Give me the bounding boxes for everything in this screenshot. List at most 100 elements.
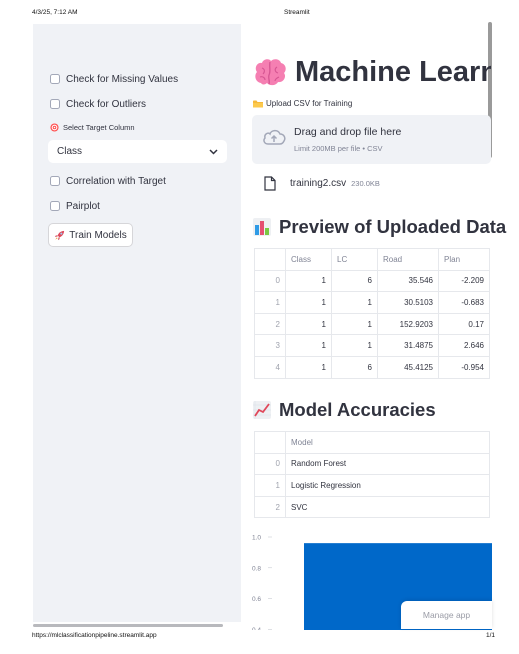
table-cell: 1 xyxy=(285,334,332,357)
table-header-row: Class LC Road Plan xyxy=(254,248,490,271)
select-target-label: Select Target Column xyxy=(50,123,135,132)
table-cell: 1 xyxy=(285,356,332,379)
checkbox-box[interactable] xyxy=(50,176,60,186)
select-target-text: Select Target Column xyxy=(63,123,135,132)
y-tick-label: 1.0 xyxy=(252,535,261,542)
table-row: 4 1 6 45.4125 -0.954 xyxy=(254,356,490,379)
file-dropzone[interactable]: Drag and drop file here Limit 200MB per … xyxy=(252,115,491,164)
table-cell: 1 xyxy=(331,334,378,357)
correlation-label: Correlation with Target xyxy=(66,175,166,187)
brain-icon xyxy=(255,59,286,86)
table-header-row: Model xyxy=(254,431,490,454)
table-cell: 6 xyxy=(331,356,378,379)
table-cell: -0.683 xyxy=(438,291,490,314)
print-date: 4/3/25, 7:12 AM xyxy=(32,9,78,16)
checkbox-box[interactable] xyxy=(50,99,60,109)
accuracies-heading: Model Accuracies xyxy=(253,397,436,423)
column-header[interactable]: Road xyxy=(377,248,439,271)
model-name-cell: Random Forest xyxy=(285,453,490,476)
file-icon xyxy=(264,176,276,191)
train-models-button[interactable]: Train Models xyxy=(48,223,133,247)
table-cell: 1 xyxy=(285,291,332,314)
cloud-upload-icon xyxy=(263,129,286,145)
file-name: training2.csv xyxy=(290,178,347,189)
upload-label: Upload CSV for Training xyxy=(253,99,352,108)
check-outliers-checkbox[interactable]: Check for Outliers xyxy=(50,97,146,111)
table-cell: 0.17 xyxy=(438,313,490,336)
table-cell: 45.4125 xyxy=(377,356,439,379)
table-row: 2 1 1 152.9203 0.17 xyxy=(254,313,490,336)
column-header[interactable]: Class xyxy=(285,248,332,271)
manage-app-label: Manage app xyxy=(422,610,471,620)
rocket-icon xyxy=(55,230,65,240)
column-header[interactable]: Model xyxy=(285,431,490,454)
model-name-cell: SVC xyxy=(285,496,490,519)
checkbox-box[interactable] xyxy=(50,74,60,84)
accuracy-table[interactable]: Model 0 Random Forest 1 Logistic Regress… xyxy=(254,431,490,519)
row-index: 4 xyxy=(254,356,286,379)
target-column-select[interactable]: Class xyxy=(48,140,227,163)
model-name-cell: Logistic Regression xyxy=(285,474,490,497)
uploaded-file: training2.csv 230.0KB xyxy=(264,175,380,192)
table-cell: -0.954 xyxy=(438,356,490,379)
column-header[interactable]: Plan xyxy=(438,248,490,271)
table-row: 1 Logistic Regression xyxy=(254,474,490,497)
file-size: 230.0KB xyxy=(351,179,380,188)
preview-heading: Preview of Uploaded Data xyxy=(253,214,506,240)
pairplot-label: Pairplot xyxy=(66,200,100,212)
table-cell: 31.4875 xyxy=(377,334,439,357)
trend-chart-icon xyxy=(253,401,271,419)
chevron-down-icon[interactable] xyxy=(209,148,218,155)
check-missing-checkbox[interactable]: Check for Missing Values xyxy=(50,72,178,86)
target-column-value: Class xyxy=(57,146,83,157)
row-index: 1 xyxy=(254,291,286,314)
table-cell: 1 xyxy=(331,291,378,314)
check-outliers-label: Check for Outliers xyxy=(66,98,147,110)
row-index: 2 xyxy=(254,313,286,336)
table-row: 3 1 1 31.4875 2.646 xyxy=(254,334,490,357)
print-footer: https://mlclassificationpipeline.streaml… xyxy=(0,630,519,642)
table-cell: 6 xyxy=(331,270,378,293)
print-header: 4/3/25, 7:12 AM Streamlit xyxy=(0,8,519,20)
folder-icon xyxy=(253,100,263,107)
preview-heading-text: Preview of Uploaded Data xyxy=(279,216,507,237)
print-title: Streamlit xyxy=(284,9,310,16)
pairplot-checkbox[interactable]: Pairplot xyxy=(50,199,100,213)
table-cell: 2.646 xyxy=(438,334,490,357)
target-icon xyxy=(50,123,59,132)
row-index: 2 xyxy=(254,496,286,519)
table-row: 0 1 6 35.546 -2.209 xyxy=(254,270,490,293)
table-row: 2 SVC xyxy=(254,496,490,519)
column-header[interactable]: LC xyxy=(331,248,378,271)
table-row: 0 Random Forest xyxy=(254,453,490,476)
table-cell: 30.5103 xyxy=(377,291,439,314)
upload-label-text: Upload CSV for Training xyxy=(266,99,353,108)
checkbox-box[interactable] xyxy=(50,201,60,211)
bar-chart-icon xyxy=(253,218,271,236)
row-index: 1 xyxy=(254,474,286,497)
manage-app-button[interactable]: Manage app xyxy=(401,601,492,629)
table-cell: 35.546 xyxy=(377,270,439,293)
table-cell: 1 xyxy=(285,313,332,336)
row-index: 0 xyxy=(254,453,286,476)
table-cell: -2.209 xyxy=(438,270,490,293)
row-index: 3 xyxy=(254,334,286,357)
column-header[interactable] xyxy=(254,248,286,271)
table-cell: 152.9203 xyxy=(377,313,439,336)
sidebar-scrollbar[interactable] xyxy=(33,624,223,627)
accuracies-heading-text: Model Accuracies xyxy=(279,399,436,420)
print-page-number: 1/1 xyxy=(486,632,496,639)
correlation-checkbox[interactable]: Correlation with Target xyxy=(50,174,166,188)
train-models-label: Train Models xyxy=(69,229,127,241)
print-url: https://mlclassificationpipeline.streaml… xyxy=(32,632,157,639)
main-scrollbar[interactable] xyxy=(488,22,492,158)
row-index: 0 xyxy=(254,270,286,293)
table-cell: 1 xyxy=(331,313,378,336)
sidebar xyxy=(33,24,241,622)
column-header[interactable] xyxy=(254,431,286,454)
dropzone-title: Drag and drop file here xyxy=(294,126,402,138)
y-tick-label: 0.8 xyxy=(252,565,261,572)
preview-table[interactable]: Class LC Road Plan 0 1 6 35.546 -2.209 1… xyxy=(254,248,490,379)
table-row: 1 1 1 30.5103 -0.683 xyxy=(254,291,490,314)
y-tick-label: 0.4 xyxy=(252,627,261,630)
